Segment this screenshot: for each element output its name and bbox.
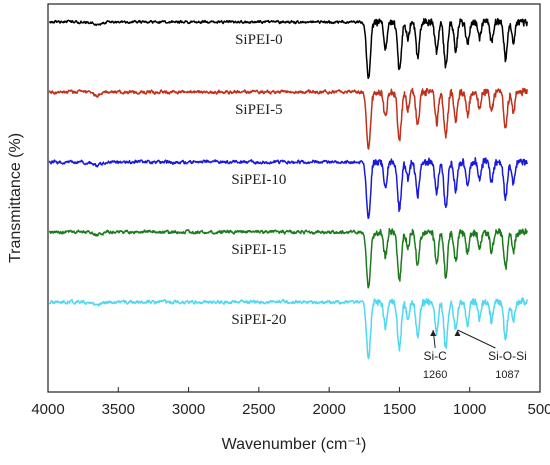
x-tick-label: 2000 [312,401,345,418]
x-tick-label: 3000 [172,401,205,418]
plot-frame [47,3,541,393]
series-line-sipei-15 [48,228,528,289]
x-tick-label: 1500 [383,401,416,418]
annotation-wavenumber: 1087 [495,369,519,381]
annotation-label: Si-C [423,349,447,363]
series-group [48,18,528,360]
series-line-sipei-20 [48,297,528,360]
annotation-label: Si-O-Si [488,349,527,363]
annotation-arrowhead [430,330,437,336]
x-tick-label: 4000 [31,401,64,418]
series-line-sipei-10 [48,157,528,220]
annotation-arrow [457,329,496,349]
annotations-group: Si-C 1260 Si-O-Si 1087 [423,329,527,381]
x-tick-label: 3500 [102,401,135,418]
series-line-sipei-0 [49,18,528,80]
series-label-sipei-0: SiPEI-0 [235,32,283,48]
series-label-sipei-20: SiPEI-20 [231,312,286,328]
y-axis-title: Transmittance (%) [7,133,24,263]
annotation-wavenumber: 1260 [423,369,447,381]
x-axis-title: Wavenumber (cm⁻¹) [222,436,367,453]
series-labels-group: SiPEI-0 SiPEI-5 SiPEI-10 SiPEI-15 SiPEI-20 [231,32,286,328]
annotation-arrowhead [454,330,461,336]
series-label-sipei-15: SiPEI-15 [231,242,286,258]
x-tick-label: 2500 [242,401,275,418]
x-axis-ticks: 4000 3500 3000 2500 2000 1500 1000 500 [31,387,550,418]
x-tick-label: 1000 [453,401,486,418]
series-label-sipei-10: SiPEI-10 [231,172,286,188]
series-line-sipei-5 [48,87,528,150]
x-tick-label: 500 [527,401,550,418]
series-label-sipei-5: SiPEI-5 [235,102,283,118]
